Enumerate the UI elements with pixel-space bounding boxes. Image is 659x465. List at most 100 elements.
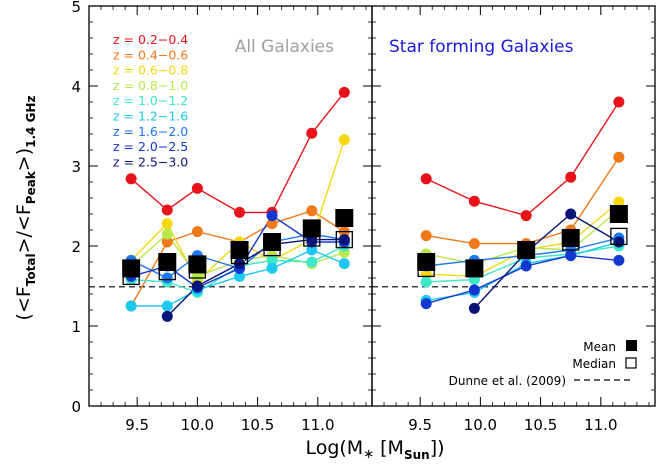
left-series-point-1 [161,236,173,248]
legend-mean-label: Mean [583,340,616,354]
marker-legend: Mean Median Dunne et al. (2009) [449,340,637,388]
legend-entry-1: z = 0.4−0.6 [113,47,188,62]
right-x-tick-label: 10.5 [524,416,557,434]
right-series-point-7 [420,298,432,310]
left-series-point-5 [306,244,318,256]
legend-entry-5: z = 1.2−1.6 [113,109,188,124]
right-x-tick-label: 10.0 [464,416,497,434]
right-series-point-0 [520,210,532,222]
left-series-point-8 [191,280,203,292]
left-series-point-8 [338,234,350,246]
left-series-point-0 [161,204,173,216]
right-panel-frame [371,5,656,407]
left-series-point-4 [306,256,318,268]
y-axis-label: (<FTotal>/<FPeak>)1.4 GHz [13,96,38,321]
right-mean-marker [517,241,536,259]
redshift-legend: z = 0.2−0.4z = 0.4−0.6z = 0.6−0.8z = 0.8… [113,32,188,169]
legend-entry-2: z = 0.6−0.8 [113,63,188,78]
right-series-point-0 [613,96,625,108]
right-series-line-1 [426,156,620,245]
left-series-point-1 [191,226,203,238]
x-axis-label-main: Log(M [305,437,363,459]
right-series-point-0 [468,195,480,207]
right-series-point-8 [468,302,480,314]
legend-dunne-label: Dunne et al. (2009) [449,374,566,388]
right-series-point-1 [468,238,480,250]
right-panel: 9.5 10.0 10.5 11.0 [371,5,656,434]
left-series-point-0 [191,182,203,194]
right-series-point-7 [468,284,480,296]
right-series-point-0 [420,173,432,185]
left-series-point-4 [266,254,278,266]
y-axis-label-sub-a: Total [24,253,38,286]
right-series-point-8 [613,236,625,248]
left-mean-marker [188,255,207,274]
left-series-point-6 [161,272,173,284]
y-axis-label-b: >/<F [13,204,35,253]
left-series-point-0 [306,127,318,139]
x-axis-label-mid: [M [374,437,404,459]
right-mean-marker [465,259,484,278]
right-series-point-7 [613,254,625,266]
left-mean-marker [335,209,354,227]
left-series-point-5 [125,300,137,312]
left-x-tick-label: 11.0 [301,416,334,434]
left-series-point-0 [234,206,246,218]
legend-median-label: Median [572,357,616,371]
right-mean-marker [609,205,628,223]
left-mean-marker [158,253,177,271]
left-series-point-5 [161,300,173,312]
y-tick-label: 2 [71,238,81,256]
y-tick-label: 3 [71,158,81,176]
legend-entry-0: z = 0.2−0.4 [113,32,188,47]
right-series-point-8 [565,208,577,220]
left-x-tick-label: 9.5 [125,416,149,434]
left-series-point-0 [338,86,350,98]
legend-entry-8: z = 2.5−3.0 [113,154,188,169]
left-series-point-3 [191,270,203,282]
left-series-point-5 [234,270,246,282]
right-series-point-7 [565,250,577,262]
left-series-point-5 [338,258,350,270]
y-axis-label-sub-b: Peak [24,170,38,204]
right-series-point-4 [420,276,432,288]
y-tick-label: 5 [71,0,81,16]
right-mean-marker [417,253,436,271]
right-x-tick-label: 11.0 [584,416,617,434]
y-axis-label-a: (<F [13,286,35,320]
panel-title-star-forming: Star forming Galaxies [389,37,574,57]
right-series-point-0 [565,171,577,183]
right-series-point-7 [520,260,532,272]
x-axis-label-sub: Sun [404,448,430,462]
left-series-point-8 [161,310,173,322]
left-panel: 9.5 10.0 10.5 11.0 0 1 2 3 4 5 [71,0,373,434]
panel-title-all-galaxies: All Galaxies [235,37,334,57]
left-x-tick-label: 10.5 [241,416,274,434]
y-tick-label: 4 [71,78,81,96]
right-series-point-1 [613,151,625,163]
left-mean-marker [302,219,321,238]
left-series-point-3 [161,228,173,240]
left-mean-marker [122,259,141,278]
legend-entry-4: z = 1.0−1.2 [113,93,188,108]
x-axis-label: Log(M∗ [MSun]) [305,437,444,462]
left-series-point-5 [266,262,278,274]
left-series-point-2 [161,218,173,230]
left-x-tick-label: 10.0 [181,416,214,434]
legend-entry-3: z = 0.8−1.0 [113,78,188,93]
right-median-marker [610,227,628,246]
y-axis-label-c: >) [13,148,35,171]
left-mean-marker [230,241,249,259]
left-median-marker [335,230,353,249]
y-axis-label-sub-c: 1.4 GHz [24,96,38,148]
left-series-point-1 [266,218,278,230]
left-series-point-2 [338,134,350,146]
x-axis-label-star: ∗ [363,447,374,462]
right-mean-marker [561,229,580,247]
left-series-point-1 [306,205,318,217]
right-series-line-0 [425,101,620,217]
x-axis-label-end: ]) [430,437,445,459]
right-series-point-2 [613,196,625,208]
right-series-point-1 [420,230,432,242]
